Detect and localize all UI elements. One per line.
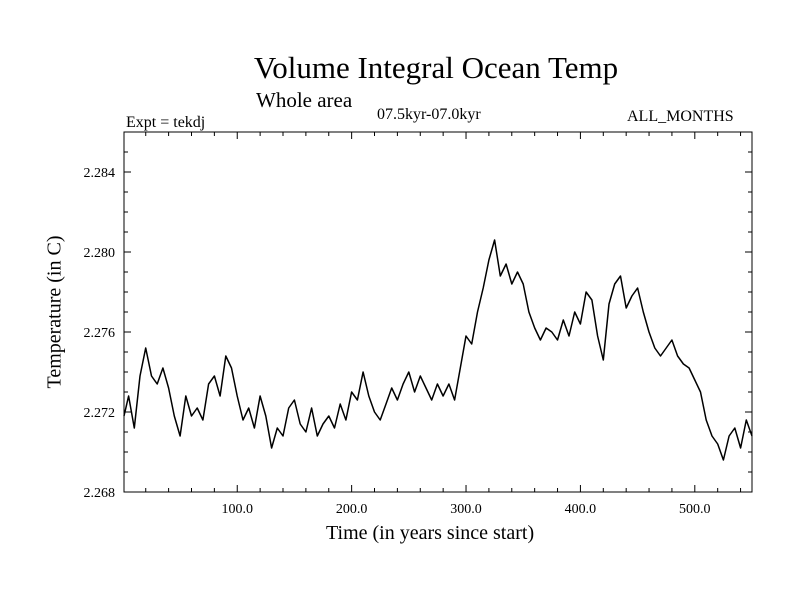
y-tick-label: 2.284: [84, 166, 116, 181]
y-tick-label: 2.280: [84, 246, 116, 261]
months-label: ALL_MONTHS: [627, 108, 734, 125]
y-tick-label: 2.276: [84, 326, 116, 341]
x-tick-label: 300.0: [450, 502, 482, 517]
y-tick-label: 2.268: [84, 486, 116, 501]
x-axis-label: Time (in years since start): [326, 522, 535, 544]
x-tick-label: 400.0: [565, 502, 597, 517]
chart-subtitle: Whole area: [256, 88, 353, 112]
chart-title: Volume Integral Ocean Temp: [253, 50, 619, 85]
expt-label: Expt = tekdj: [126, 114, 206, 131]
y-tick-label: 2.272: [84, 406, 116, 421]
series-group: [123, 239, 753, 461]
y-axis-ticks: 2.268 2.272 2.276 2.280 2.284: [84, 151, 752, 501]
plot-frame: [123, 131, 753, 493]
x-tick-label: 500.0: [679, 502, 711, 517]
x-tick-label: 200.0: [336, 502, 368, 517]
x-axis-ticks: 100.0 200.0 300.0 400.0 500.0: [145, 132, 742, 517]
series-line: [123, 239, 753, 461]
x-tick-label: 100.0: [221, 502, 253, 517]
y-axis-label: Temperature (in C): [43, 235, 66, 389]
period-label: 07.5kyr-07.0kyr: [377, 106, 481, 123]
